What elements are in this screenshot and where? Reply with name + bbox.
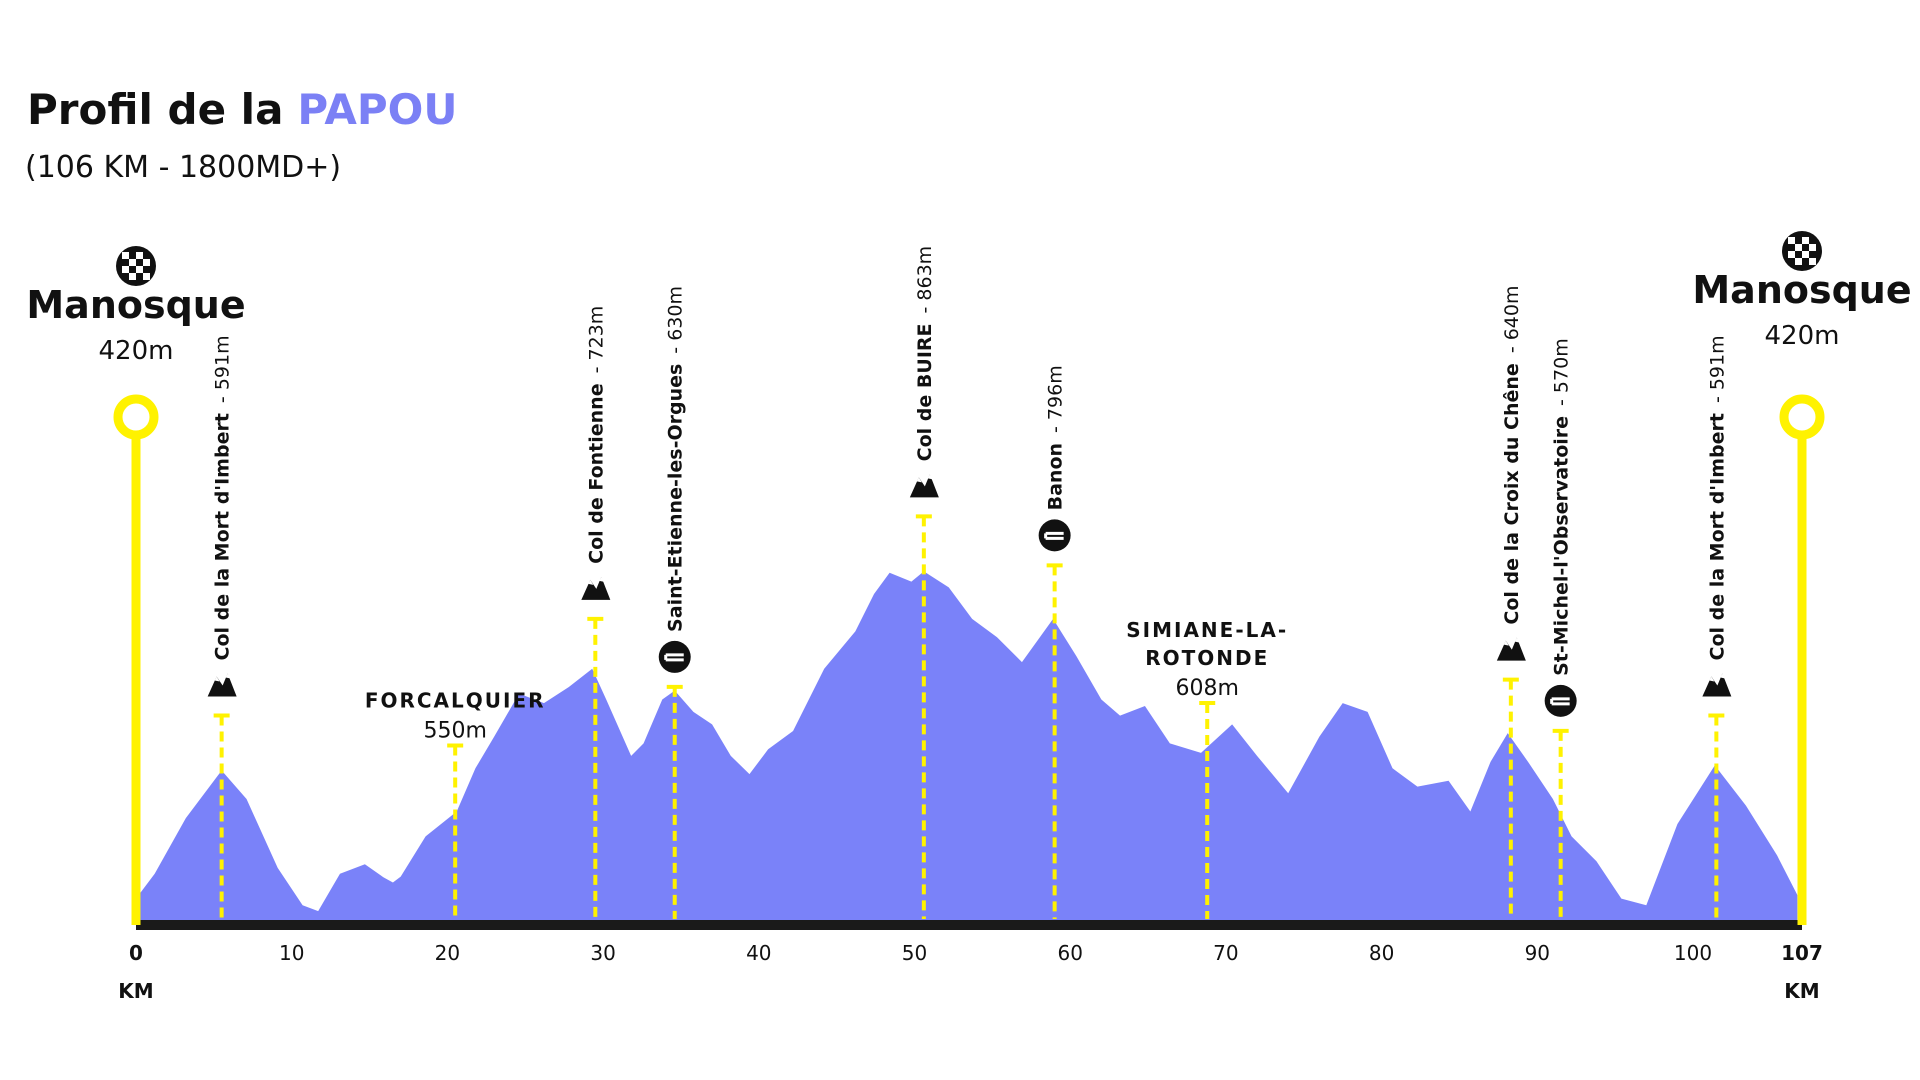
title-text: Profil de la bbox=[27, 85, 283, 134]
food-icon bbox=[1038, 519, 1071, 552]
col-icon bbox=[581, 576, 611, 600]
waypoint-elevation: - 570m bbox=[1551, 338, 1573, 406]
endpoint-ring bbox=[1779, 394, 1825, 440]
waypoint-label: Banon - 796m bbox=[1045, 365, 1067, 510]
waypoint-label: Saint-Etienne-les-Orgues - 630m bbox=[665, 286, 687, 632]
finish-icon-square bbox=[1795, 258, 1802, 265]
food-icon bbox=[1544, 684, 1577, 717]
x-tick-label: 30 bbox=[590, 941, 615, 965]
col-icon-snow bbox=[916, 474, 933, 483]
x-tick-label: 100 bbox=[1674, 941, 1712, 965]
finish-icon-square bbox=[136, 252, 143, 259]
waypoint-label: Col de la Mort d'Imbert - 591m bbox=[1706, 335, 1728, 660]
waypoint-name: Saint-Etienne-les-Orgues bbox=[665, 364, 687, 632]
waypoint-elevation: - 591m bbox=[212, 335, 234, 403]
x-unit-label: KM bbox=[118, 979, 153, 1003]
endpoint-elevation: 420m bbox=[99, 336, 174, 366]
waypoint-label: Col de la Mort d'Imbert - 591m bbox=[212, 335, 234, 660]
finish-icon-square bbox=[143, 273, 150, 280]
finish-icon-square bbox=[1809, 244, 1816, 251]
food-icon-fork bbox=[1550, 697, 1570, 706]
finish-icon-square bbox=[1788, 251, 1795, 258]
finish-icon-square bbox=[122, 266, 129, 273]
x-tick-label: 40 bbox=[746, 941, 771, 965]
waypoint-elevation: - 863m bbox=[914, 246, 936, 314]
finish-icon-square bbox=[1795, 244, 1802, 251]
waypoint-elevation: - 640m bbox=[1501, 286, 1523, 354]
waypoint-name: St-Michel-l'Observatoire bbox=[1551, 416, 1573, 676]
waypoint-name: Col de la Mort d'Imbert bbox=[212, 413, 234, 660]
waypoint-name: Col de la Croix du Chêne bbox=[1501, 363, 1523, 624]
title-highlight: PAPOU bbox=[297, 85, 457, 134]
waypoint-name: SIMIANE-LA- bbox=[1126, 618, 1288, 642]
waypoint-elevation: - 630m bbox=[665, 286, 687, 354]
col-icon-snow bbox=[1709, 673, 1726, 682]
elevation-area bbox=[136, 571, 1798, 925]
x-tick-label: 80 bbox=[1369, 941, 1394, 965]
food-icon-fork bbox=[664, 653, 684, 662]
endpoint-name: Manosque bbox=[26, 283, 245, 327]
x-tick-label: 70 bbox=[1213, 941, 1238, 965]
finish-icon-square bbox=[129, 259, 136, 266]
waypoint-name: ROTONDE bbox=[1145, 646, 1269, 670]
col-icon bbox=[909, 474, 939, 498]
waypoint-label: St-Michel-l'Observatoire - 570m bbox=[1551, 338, 1573, 676]
waypoint-label: Col de Fontienne - 723m bbox=[585, 306, 607, 564]
baseline bbox=[136, 920, 1802, 930]
endpoint-name: Manosque bbox=[1692, 268, 1911, 312]
waypoint-elevation: 608m bbox=[1176, 676, 1239, 701]
finish-icon-square bbox=[1802, 237, 1809, 244]
finish-icon bbox=[1782, 231, 1822, 271]
waypoint-elevation: - 796m bbox=[1045, 365, 1067, 433]
endpoint-elevation: 420m bbox=[1765, 321, 1840, 351]
x-tick-label: 90 bbox=[1525, 941, 1550, 965]
finish-icon-square bbox=[143, 259, 150, 266]
finish-icon-square bbox=[1809, 258, 1816, 265]
waypoint-elevation: - 591m bbox=[1706, 335, 1728, 403]
finish-icon-square bbox=[1802, 251, 1809, 258]
waypoint-name: Col de la Mort d'Imbert bbox=[1706, 413, 1728, 660]
chart-title: Profil de la PAPOU bbox=[27, 85, 457, 134]
col-icon bbox=[1496, 637, 1526, 661]
waypoint-elevation: 550m bbox=[423, 719, 486, 744]
food-icon-fork bbox=[1044, 531, 1064, 540]
x-tick-label: 0 bbox=[129, 941, 143, 965]
finish-icon-square bbox=[1788, 237, 1795, 244]
finish-icon-square bbox=[129, 273, 136, 280]
finish-icon-square bbox=[122, 252, 129, 259]
food-icon bbox=[658, 640, 691, 673]
waypoint-name: FORCALQUIER bbox=[365, 689, 546, 713]
waypoint-name: Col de Fontienne bbox=[585, 383, 607, 563]
col-icon-snow bbox=[588, 576, 605, 585]
waypoint-name: Banon bbox=[1045, 443, 1067, 510]
finish-icon-square bbox=[136, 266, 143, 273]
col-icon bbox=[207, 673, 237, 697]
x-tick-label: 10 bbox=[279, 941, 304, 965]
col-icon bbox=[1702, 673, 1732, 697]
col-icon-snow bbox=[214, 673, 231, 682]
x-tick-label: 20 bbox=[435, 941, 460, 965]
endpoint-ring bbox=[113, 394, 159, 440]
waypoint-elevation: - 723m bbox=[585, 306, 607, 374]
x-tick-label: 60 bbox=[1057, 941, 1082, 965]
waypoint-label: Col de la Croix du Chêne - 640m bbox=[1501, 286, 1523, 625]
finish-icon bbox=[116, 246, 156, 286]
waypoint-label: Col de BUIRE - 863m bbox=[914, 246, 936, 461]
x-tick-label: 107 bbox=[1781, 941, 1823, 965]
x-tick-label: 50 bbox=[902, 941, 927, 965]
col-icon-snow bbox=[1503, 637, 1520, 646]
subtitle: (106 KM - 1800MD+) bbox=[25, 150, 341, 185]
x-unit-label: KM bbox=[1784, 979, 1819, 1003]
waypoint-name: Col de BUIRE bbox=[914, 323, 936, 461]
